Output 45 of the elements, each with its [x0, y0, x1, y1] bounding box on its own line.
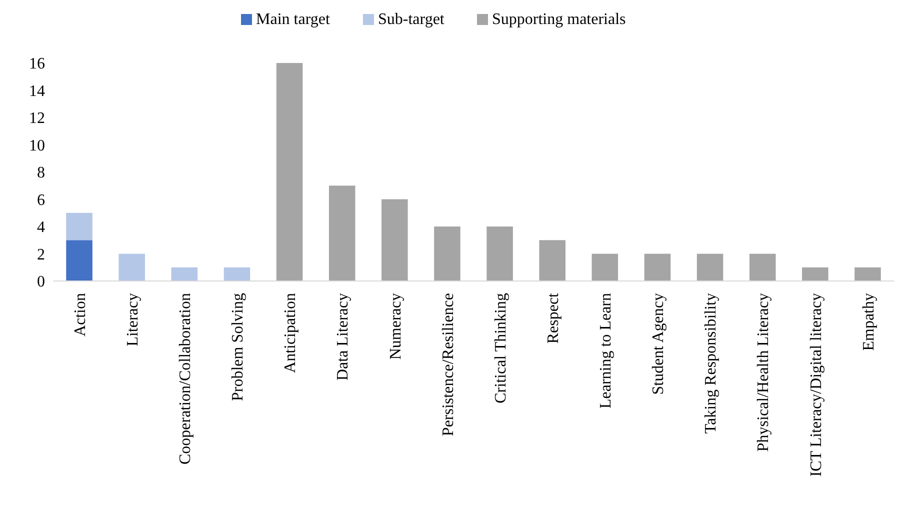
x-tick-label: Data Literacy	[334, 293, 352, 380]
x-tick-label: Literacy	[124, 293, 142, 346]
x-tick-label: Critical Thinking	[492, 293, 510, 404]
x-tick-label: Physical/Health Literacy	[755, 293, 772, 452]
x-tick-label: Anticipation	[282, 293, 300, 373]
y-tick-label: 12	[29, 110, 45, 128]
x-tick-label: ICT Literacy/Digital literacy	[808, 293, 825, 477]
y-tick-label: 4	[37, 219, 45, 236]
x-tick-label: Action	[72, 293, 89, 337]
bar	[434, 226, 460, 281]
bar	[696, 254, 724, 281]
x-tick-label: Empathy	[860, 293, 878, 351]
bar	[66, 212, 92, 240]
bar	[276, 63, 303, 281]
y-tick-label: 0	[37, 274, 45, 291]
bar	[644, 254, 671, 281]
x-tick-label: Persistence/Resilience	[440, 293, 457, 436]
x-tick-label: Cooperation/Collaboration	[177, 293, 194, 465]
y-tick-label: 6	[37, 192, 45, 209]
bar	[224, 267, 250, 281]
y-tick-label: 2	[37, 246, 45, 264]
legend-label: Sub-target	[378, 11, 445, 28]
bar	[118, 254, 145, 281]
bar	[539, 240, 566, 281]
y-tick-label: 16	[29, 56, 45, 73]
legend-label: Main target	[256, 11, 330, 28]
bar	[486, 226, 513, 281]
y-tick-label: 14	[29, 82, 45, 100]
bar	[749, 254, 776, 281]
bar	[592, 254, 618, 281]
x-tick-label: Problem Solving	[230, 293, 247, 402]
legend-label: Supporting materials	[492, 11, 626, 28]
bar	[66, 240, 92, 281]
x-tick-label: Student Agency	[650, 293, 668, 395]
bar	[171, 267, 198, 281]
bar	[854, 267, 881, 281]
x-tick-label: Numeracy	[387, 293, 404, 360]
y-tick-label: 10	[29, 137, 45, 154]
y-tick-label: 8	[37, 164, 45, 182]
x-tick-label: Learning to Learn	[598, 293, 615, 408]
x-tick-label: Taking Responsibility	[702, 293, 720, 434]
bar	[382, 199, 408, 281]
x-tick-label: Respect	[544, 292, 562, 344]
bar	[802, 267, 828, 281]
bar	[328, 186, 356, 281]
